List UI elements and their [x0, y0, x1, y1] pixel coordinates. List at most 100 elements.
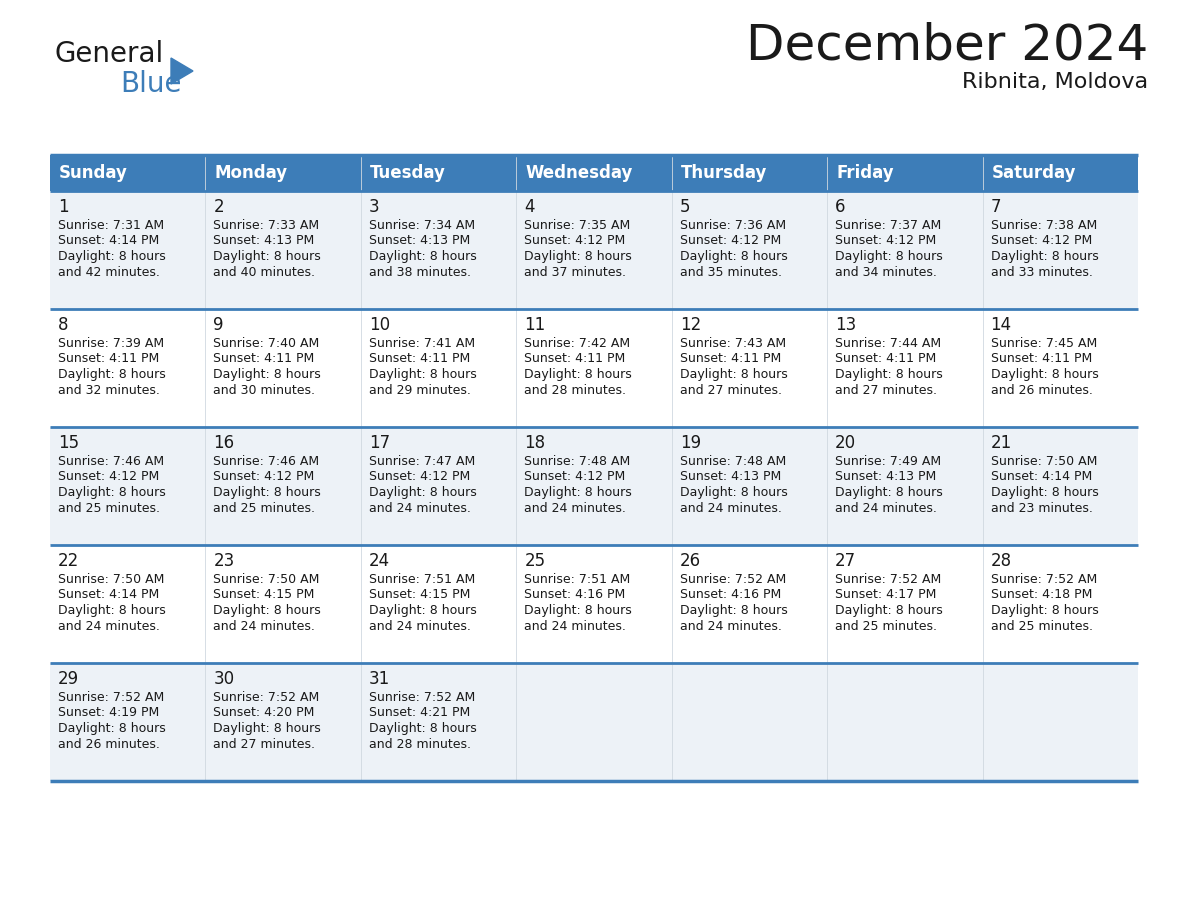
Bar	[671, 155, 827, 191]
Text: and 24 minutes.: and 24 minutes.	[680, 501, 782, 514]
Bar	[206, 155, 361, 191]
Bar	[671, 663, 827, 781]
Bar	[982, 663, 1138, 781]
Text: Sunrise: 7:46 AM: Sunrise: 7:46 AM	[58, 455, 164, 468]
Bar	[827, 663, 982, 781]
Text: Sunrise: 7:34 AM: Sunrise: 7:34 AM	[368, 219, 475, 232]
Text: and 29 minutes.: and 29 minutes.	[368, 384, 470, 397]
Text: Thursday: Thursday	[681, 164, 767, 182]
Text: Sunset: 4:16 PM: Sunset: 4:16 PM	[680, 588, 781, 601]
Text: Daylight: 8 hours: Daylight: 8 hours	[524, 368, 632, 381]
Bar	[361, 309, 517, 427]
Text: 10: 10	[368, 316, 390, 334]
Text: Ribnita, Moldova: Ribnita, Moldova	[962, 72, 1148, 92]
Bar	[827, 155, 982, 191]
Text: Daylight: 8 hours: Daylight: 8 hours	[58, 368, 166, 381]
Text: and 27 minutes.: and 27 minutes.	[835, 384, 937, 397]
Text: 18: 18	[524, 434, 545, 452]
Text: Sunset: 4:15 PM: Sunset: 4:15 PM	[368, 588, 470, 601]
Polygon shape	[171, 58, 192, 84]
Text: Sunrise: 7:41 AM: Sunrise: 7:41 AM	[368, 337, 475, 350]
Bar	[206, 191, 361, 309]
Text: Daylight: 8 hours: Daylight: 8 hours	[991, 368, 1099, 381]
Text: Sunrise: 7:47 AM: Sunrise: 7:47 AM	[368, 455, 475, 468]
Text: Sunset: 4:11 PM: Sunset: 4:11 PM	[680, 353, 781, 365]
Text: 21: 21	[991, 434, 1012, 452]
Bar	[50, 663, 206, 781]
Text: Sunrise: 7:48 AM: Sunrise: 7:48 AM	[680, 455, 786, 468]
Text: Sunrise: 7:42 AM: Sunrise: 7:42 AM	[524, 337, 631, 350]
Bar	[206, 663, 361, 781]
Text: Sunset: 4:12 PM: Sunset: 4:12 PM	[991, 234, 1092, 248]
Text: and 25 minutes.: and 25 minutes.	[835, 620, 937, 633]
Text: Sunrise: 7:35 AM: Sunrise: 7:35 AM	[524, 219, 631, 232]
Text: and 40 minutes.: and 40 minutes.	[214, 265, 316, 278]
Text: and 42 minutes.: and 42 minutes.	[58, 265, 160, 278]
Text: Sunset: 4:19 PM: Sunset: 4:19 PM	[58, 707, 159, 720]
Text: Sunset: 4:13 PM: Sunset: 4:13 PM	[835, 471, 936, 484]
Bar	[517, 191, 671, 309]
Text: Sunset: 4:12 PM: Sunset: 4:12 PM	[214, 471, 315, 484]
Bar	[982, 309, 1138, 427]
Text: Sunrise: 7:39 AM: Sunrise: 7:39 AM	[58, 337, 164, 350]
Text: and 24 minutes.: and 24 minutes.	[680, 620, 782, 633]
Text: 3: 3	[368, 198, 379, 216]
Text: Daylight: 8 hours: Daylight: 8 hours	[214, 722, 321, 735]
Text: Daylight: 8 hours: Daylight: 8 hours	[368, 486, 476, 499]
Text: and 37 minutes.: and 37 minutes.	[524, 265, 626, 278]
Bar	[827, 427, 982, 545]
Bar	[361, 545, 517, 663]
Bar	[671, 309, 827, 427]
Text: 19: 19	[680, 434, 701, 452]
Bar	[361, 191, 517, 309]
Text: and 23 minutes.: and 23 minutes.	[991, 501, 1093, 514]
Text: General: General	[55, 40, 164, 68]
Text: and 24 minutes.: and 24 minutes.	[368, 620, 470, 633]
Text: 11: 11	[524, 316, 545, 334]
Text: 20: 20	[835, 434, 857, 452]
Text: Tuesday: Tuesday	[369, 164, 446, 182]
Text: 2: 2	[214, 198, 225, 216]
Text: Sunset: 4:11 PM: Sunset: 4:11 PM	[214, 353, 315, 365]
Text: and 28 minutes.: and 28 minutes.	[524, 384, 626, 397]
Text: Sunset: 4:20 PM: Sunset: 4:20 PM	[214, 707, 315, 720]
Text: and 30 minutes.: and 30 minutes.	[214, 384, 316, 397]
Bar	[671, 191, 827, 309]
Text: Daylight: 8 hours: Daylight: 8 hours	[368, 250, 476, 263]
Text: 22: 22	[58, 552, 80, 570]
Text: Daylight: 8 hours: Daylight: 8 hours	[214, 250, 321, 263]
Text: 28: 28	[991, 552, 1012, 570]
Text: Sunrise: 7:52 AM: Sunrise: 7:52 AM	[680, 573, 786, 586]
Text: Daylight: 8 hours: Daylight: 8 hours	[835, 486, 943, 499]
Text: and 27 minutes.: and 27 minutes.	[680, 384, 782, 397]
Text: December 2024: December 2024	[746, 22, 1148, 70]
Text: and 24 minutes.: and 24 minutes.	[835, 501, 937, 514]
Text: Friday: Friday	[836, 164, 893, 182]
Text: Sunset: 4:11 PM: Sunset: 4:11 PM	[835, 353, 936, 365]
Text: Daylight: 8 hours: Daylight: 8 hours	[524, 250, 632, 263]
Text: Sunset: 4:11 PM: Sunset: 4:11 PM	[524, 353, 626, 365]
Bar	[517, 309, 671, 427]
Text: Sunrise: 7:52 AM: Sunrise: 7:52 AM	[214, 691, 320, 704]
Text: Daylight: 8 hours: Daylight: 8 hours	[835, 604, 943, 617]
Bar	[671, 545, 827, 663]
Text: and 33 minutes.: and 33 minutes.	[991, 265, 1093, 278]
Bar	[517, 663, 671, 781]
Text: Sunrise: 7:51 AM: Sunrise: 7:51 AM	[368, 573, 475, 586]
Text: Daylight: 8 hours: Daylight: 8 hours	[368, 722, 476, 735]
Text: Daylight: 8 hours: Daylight: 8 hours	[680, 250, 788, 263]
Text: Sunset: 4:12 PM: Sunset: 4:12 PM	[680, 234, 781, 248]
Text: Daylight: 8 hours: Daylight: 8 hours	[58, 250, 166, 263]
Text: Daylight: 8 hours: Daylight: 8 hours	[58, 486, 166, 499]
Text: Sunrise: 7:43 AM: Sunrise: 7:43 AM	[680, 337, 785, 350]
Text: Daylight: 8 hours: Daylight: 8 hours	[214, 486, 321, 499]
Bar	[827, 545, 982, 663]
Text: Daylight: 8 hours: Daylight: 8 hours	[524, 604, 632, 617]
Text: 25: 25	[524, 552, 545, 570]
Text: 1: 1	[58, 198, 69, 216]
Bar	[517, 545, 671, 663]
Text: Sunrise: 7:37 AM: Sunrise: 7:37 AM	[835, 219, 941, 232]
Bar	[50, 155, 206, 191]
Text: 14: 14	[991, 316, 1012, 334]
Text: Sunrise: 7:36 AM: Sunrise: 7:36 AM	[680, 219, 785, 232]
